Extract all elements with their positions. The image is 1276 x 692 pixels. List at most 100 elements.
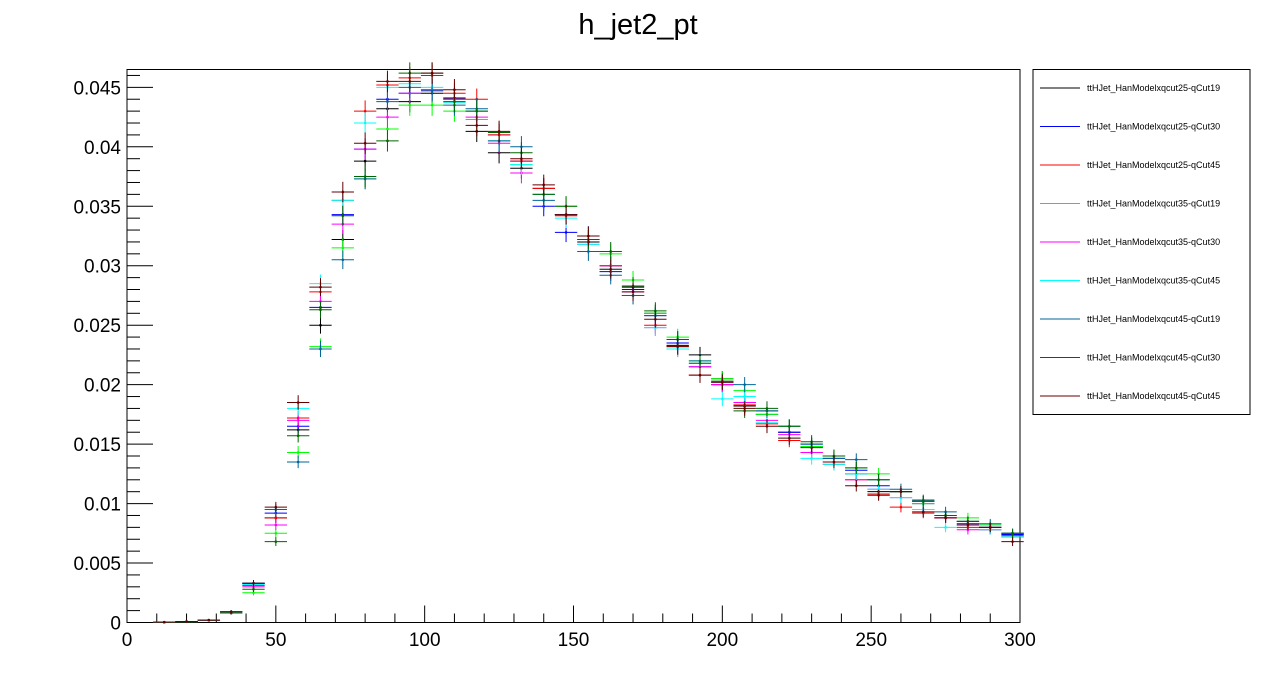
marker bbox=[319, 323, 322, 327]
y-axis: 0 0.005 0.01 0.015 0.02 0.025 0.03 0.035 0.04 0.0… bbox=[73, 74, 153, 635]
legend-label: ttHJet_HanModelxqcut35-qCut19 bbox=[1087, 199, 1220, 209]
marker bbox=[765, 424, 769, 428]
marker bbox=[1011, 532, 1014, 535]
data-point bbox=[376, 130, 399, 152]
marker bbox=[408, 103, 412, 107]
marker bbox=[296, 401, 300, 404]
legend-label: ttHJet_HanModelxqcut45-qCut45 bbox=[1087, 391, 1220, 401]
data-point bbox=[242, 586, 265, 593]
marker bbox=[252, 591, 255, 595]
marker bbox=[386, 115, 389, 119]
marker bbox=[698, 373, 702, 377]
chart-title: h_jet2_pt bbox=[578, 9, 697, 41]
legend-label: ttHJet_HanModelxqcut35-qCut45 bbox=[1087, 276, 1220, 286]
data-point bbox=[755, 419, 779, 434]
legend-label: ttHJet_HanModelxqcut35-qCut30 bbox=[1087, 237, 1220, 247]
legend: ttHJet_HanModelxqcut25-qCut19 ttHJet_HanM… bbox=[1032, 69, 1251, 415]
legend-entry: ttHJet_HanModelxqcut45-qCut45 bbox=[1040, 391, 1220, 401]
marker bbox=[609, 267, 613, 271]
legend-entry: ttHJet_HanModelxqcut35-qCut30 bbox=[1040, 237, 1220, 247]
series-8 bbox=[153, 62, 1024, 624]
marker bbox=[430, 71, 434, 75]
marker bbox=[921, 510, 925, 514]
legend-entry: ttHJet_HanModelxqcut25-qCut19 bbox=[1040, 83, 1220, 93]
legend-label: ttHJet_HanModelxqcut45-qCut30 bbox=[1087, 353, 1220, 363]
marker bbox=[743, 383, 746, 386]
marker bbox=[877, 478, 880, 482]
legend-entry: ttHJet_HanModelxqcut25-qCut45 bbox=[1040, 160, 1220, 170]
marker bbox=[252, 581, 255, 585]
marker bbox=[363, 175, 367, 178]
marker bbox=[319, 347, 322, 351]
marker bbox=[341, 258, 345, 262]
data-point bbox=[934, 512, 957, 523]
series-6 bbox=[153, 73, 1024, 624]
marker bbox=[274, 532, 278, 535]
marker bbox=[319, 285, 322, 289]
marker bbox=[229, 610, 233, 614]
marker bbox=[475, 124, 479, 127]
y-tick-label: 0.045 bbox=[73, 78, 121, 99]
marker bbox=[854, 484, 858, 488]
data-point bbox=[286, 455, 310, 469]
legend-entry: ttHJet_HanModelxqcut35-qCut45 bbox=[1040, 276, 1220, 286]
marker bbox=[162, 620, 166, 624]
marker bbox=[832, 460, 836, 464]
marker bbox=[475, 109, 479, 113]
series-9 bbox=[153, 62, 1024, 624]
data-point bbox=[286, 413, 310, 428]
marker bbox=[296, 460, 300, 464]
marker bbox=[564, 231, 568, 234]
data-point bbox=[822, 455, 846, 469]
data-point bbox=[733, 401, 756, 416]
data-point bbox=[487, 120, 511, 143]
data-point bbox=[778, 431, 801, 445]
data-point bbox=[688, 367, 712, 383]
data-point bbox=[532, 174, 555, 196]
legend-label: ttHJet_HanModelxqcut25-qCut45 bbox=[1087, 160, 1220, 170]
series-layer bbox=[153, 62, 1024, 624]
marker bbox=[386, 80, 389, 83]
data-point bbox=[420, 62, 444, 84]
x-tick-label: 150 bbox=[558, 630, 590, 651]
marker bbox=[453, 100, 456, 103]
data-point bbox=[599, 260, 622, 279]
marker bbox=[520, 157, 523, 160]
data-point bbox=[510, 148, 533, 170]
data-point bbox=[220, 610, 243, 614]
data-point bbox=[711, 374, 734, 390]
marker bbox=[743, 395, 746, 398]
data-point bbox=[554, 204, 578, 225]
y-tick-label: 0.015 bbox=[73, 435, 121, 456]
data-point bbox=[778, 419, 801, 434]
marker bbox=[542, 183, 546, 187]
data-point bbox=[264, 501, 287, 513]
marker bbox=[698, 361, 702, 365]
data-point bbox=[956, 520, 980, 530]
data-point bbox=[331, 205, 354, 226]
data-point bbox=[912, 506, 935, 518]
marker bbox=[408, 80, 412, 83]
marker bbox=[587, 234, 590, 238]
data-point bbox=[867, 489, 890, 501]
marker bbox=[899, 505, 903, 509]
legend-entry: ttHJet_HanModelxqcut45-qCut19 bbox=[1040, 314, 1220, 324]
marker bbox=[296, 434, 300, 438]
marker bbox=[1011, 540, 1014, 543]
marker bbox=[274, 516, 278, 520]
data-point bbox=[353, 132, 377, 154]
data-point bbox=[599, 242, 622, 261]
x-tick-label: 100 bbox=[409, 630, 441, 651]
data-point bbox=[621, 282, 645, 301]
marker bbox=[386, 127, 389, 131]
data-point bbox=[353, 112, 377, 134]
marker bbox=[341, 214, 345, 218]
marker bbox=[363, 159, 367, 163]
y-tick-label: 0 bbox=[110, 614, 121, 635]
marker bbox=[654, 317, 657, 321]
marker bbox=[564, 213, 568, 216]
data-point bbox=[711, 391, 734, 407]
data-point bbox=[912, 495, 935, 507]
data-point bbox=[242, 580, 265, 587]
marker bbox=[296, 419, 300, 422]
